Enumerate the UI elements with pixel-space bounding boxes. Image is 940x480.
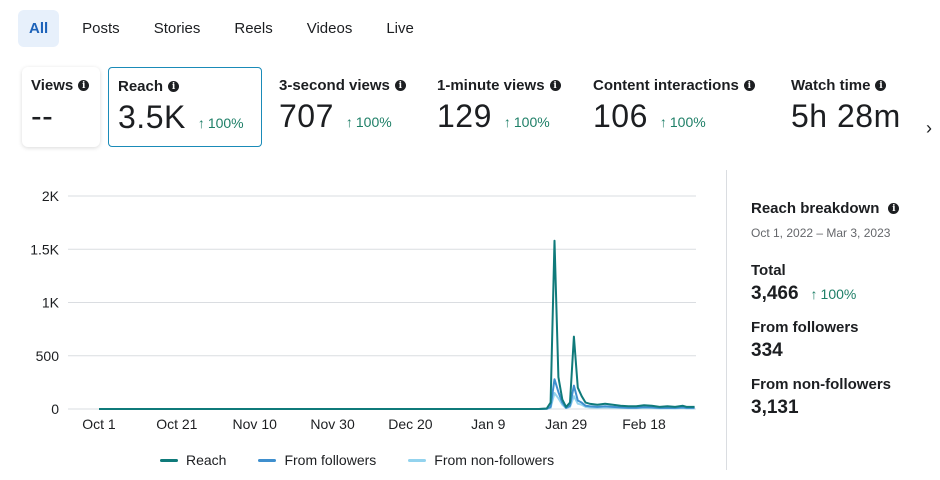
- legend-item-reach[interactable]: Reach: [160, 452, 226, 468]
- tab-all[interactable]: All: [18, 10, 60, 47]
- breakdown-followers-value: 334: [751, 340, 783, 361]
- breakdown-total-label: Total: [751, 262, 786, 279]
- tab-reels[interactable]: Reels: [234, 20, 273, 37]
- x-tick-label: Jan 9: [471, 416, 505, 432]
- metric-label: Reach: [118, 78, 164, 95]
- reach-line-chart: 0 500 1K 1.5K 2K Oct 1 Oct 21 Nov 10 Nov 30 Dec 2…: [30, 188, 696, 432]
- breakdown-title: Reach breakdown: [751, 200, 880, 217]
- metric-change: 100%: [669, 114, 706, 130]
- metric-value: 707: [279, 98, 334, 134]
- chart-legend: Reach From followers From non-followers: [160, 452, 586, 468]
- x-tick-label: Feb 18: [622, 416, 666, 432]
- metric-card-content-interactions[interactable]: Content interactions i 106 ↑ 100%: [584, 67, 774, 147]
- metric-label: Watch time: [791, 77, 871, 94]
- legend-item-non-followers[interactable]: From non-followers: [408, 452, 554, 468]
- info-icon[interactable]: i: [743, 80, 755, 91]
- metric-value: 5h 28m: [791, 98, 901, 134]
- tab-live[interactable]: Live: [386, 20, 414, 37]
- info-icon[interactable]: i: [875, 80, 887, 91]
- y-tick-label: 0: [51, 401, 59, 417]
- x-tick-label: Oct 1: [82, 416, 116, 432]
- metric-value: 106: [593, 98, 648, 134]
- legend-swatch-followers: [258, 458, 277, 462]
- info-icon[interactable]: i: [888, 203, 900, 214]
- x-tick-label: Nov 10: [233, 416, 278, 432]
- breakdown-non-followers-label: From non-followers: [751, 376, 891, 393]
- reach-breakdown-panel: Reach breakdown i Oct 1, 2022 – Mar 3, 20…: [751, 200, 936, 419]
- metric-card-views[interactable]: Views i --: [22, 67, 100, 147]
- x-tick-label: Oct 21: [156, 416, 197, 432]
- metric-value: 129: [437, 98, 492, 134]
- chevron-right-icon[interactable]: ›: [926, 118, 932, 138]
- breakdown-non-followers-value: 3,131: [751, 397, 799, 418]
- panel-divider: [726, 170, 727, 470]
- metric-label: Content interactions: [593, 77, 739, 94]
- tab-stories[interactable]: Stories: [153, 20, 201, 37]
- legend-swatch-non-followers: [408, 458, 427, 462]
- legend-swatch-reach: [160, 458, 178, 462]
- breakdown-followers-label: From followers: [751, 319, 859, 336]
- arrow-up-icon: ↑: [503, 114, 511, 130]
- legend-item-followers[interactable]: From followers: [258, 452, 376, 468]
- tab-posts[interactable]: Posts: [82, 20, 120, 37]
- metric-value: 3.5K: [118, 99, 186, 135]
- metric-change: 100%: [207, 115, 244, 131]
- y-tick-label: 1K: [42, 295, 60, 311]
- arrow-up-icon: ↑: [810, 286, 818, 302]
- metric-card-reach[interactable]: Reach i 3.5K ↑ 100%: [108, 67, 262, 147]
- arrow-up-icon: ↑: [659, 114, 667, 130]
- metric-label: 3-second views: [279, 77, 390, 94]
- tab-videos[interactable]: Videos: [306, 20, 353, 37]
- arrow-up-icon: ↑: [197, 115, 205, 131]
- legend-label: Reach: [186, 452, 227, 468]
- x-tick-label: Jan 29: [545, 416, 587, 432]
- breakdown-total-change: 100%: [820, 286, 857, 302]
- metric-label: 1-minute views: [437, 77, 545, 94]
- breakdown-date-range: Oct 1, 2022 – Mar 3, 2023: [751, 226, 891, 240]
- metric-change: 100%: [355, 114, 392, 130]
- metric-change: 100%: [513, 114, 550, 130]
- info-icon[interactable]: i: [78, 80, 90, 91]
- series-line-reach: [99, 239, 695, 410]
- info-icon[interactable]: i: [394, 80, 406, 91]
- metric-card-3-second-views[interactable]: 3-second views i 707 ↑ 100%: [270, 67, 420, 147]
- content-type-tabs: All Posts Stories Reels Videos Live: [18, 10, 437, 47]
- legend-label: From followers: [284, 452, 377, 468]
- y-tick-label: 500: [36, 348, 60, 364]
- breakdown-total-value: 3,466: [751, 283, 799, 304]
- arrow-up-icon: ↑: [345, 114, 353, 130]
- metric-label: Views: [31, 77, 74, 94]
- y-tick-label: 2K: [42, 188, 60, 204]
- metric-value: --: [31, 98, 54, 134]
- metric-card-1-minute-views[interactable]: 1-minute views i 129 ↑ 100%: [428, 67, 578, 147]
- x-tick-label: Nov 30: [310, 416, 355, 432]
- info-icon[interactable]: i: [549, 80, 561, 91]
- y-tick-label: 1.5K: [30, 241, 59, 257]
- x-tick-label: Dec 20: [388, 416, 433, 432]
- legend-label: From non-followers: [434, 452, 555, 468]
- info-icon[interactable]: i: [168, 81, 180, 92]
- metric-card-watch-time[interactable]: Watch time i 5h 28m: [782, 67, 922, 147]
